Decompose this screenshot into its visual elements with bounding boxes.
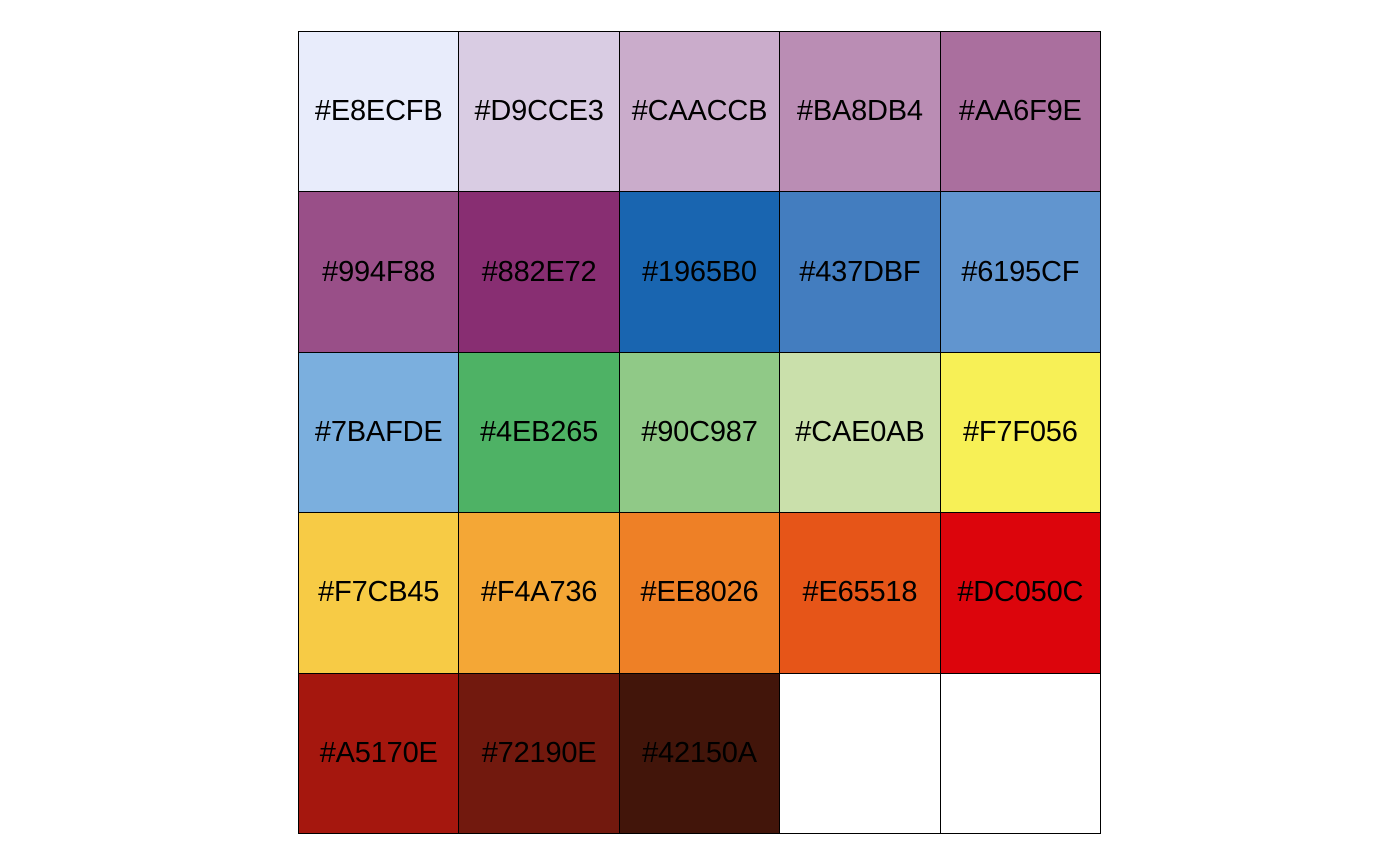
swatch-label: #90C987 [641,415,758,448]
swatch-label: #DC050C [957,576,1084,609]
color-swatch: #BA8DB4 [780,32,941,193]
swatch-label: #42150A [642,736,757,769]
swatch-label: #882E72 [481,255,597,288]
color-swatch: #D9CCE3 [459,32,620,193]
color-swatch: #CAACCB [619,32,781,193]
swatch-label: #437DBF [799,255,921,288]
color-swatch: #F7F056 [940,352,1101,514]
swatch-label: #994F88 [322,255,436,288]
swatch-label: #F7F056 [962,415,1078,448]
color-swatch: #1965B0 [619,192,781,353]
color-swatch: #6195CF [940,192,1101,353]
swatch-label: #BA8DB4 [796,95,923,128]
swatch-label: #A5170E [319,736,438,769]
swatch-label: #4EB265 [480,415,599,448]
swatch-label: #E65518 [802,576,918,609]
color-swatch: #A5170E [299,673,460,834]
color-swatch: #42150A [619,673,781,834]
color-swatch [940,673,1101,834]
color-swatch: #E65518 [780,513,941,674]
color-swatch: #CAE0AB [780,352,941,514]
swatch-label: #72190E [481,736,597,769]
color-swatch: #7BAFDE [299,352,460,514]
color-swatch: #F7CB45 [299,513,460,674]
color-swatch [780,673,941,834]
color-swatch: #882E72 [459,192,620,353]
swatch-label: #F4A736 [480,576,598,609]
color-swatch: #994F88 [299,192,460,353]
color-swatch: #72190E [459,673,620,834]
color-swatch: #90C987 [619,352,781,514]
palette-grid: #E8ECFB #D9CCE3 #CAACCB #BA8DB4 #AA6F9E #994F… [298,31,1101,834]
swatch-label: #CAACCB [631,95,768,128]
color-swatch: #437DBF [780,192,941,353]
color-swatch: #DC050C [940,513,1101,674]
color-swatch: #AA6F9E [940,32,1101,193]
swatch-label: #1965B0 [642,255,757,288]
swatch-label: #E8ECFB [314,95,443,128]
swatch-label: #D9CCE3 [474,95,604,128]
swatch-label: #F7CB45 [318,576,440,609]
swatch-label: #EE8026 [640,576,759,609]
color-swatch: #4EB265 [459,352,620,514]
swatch-label: #6195CF [961,255,1080,288]
swatch-label: #7BAFDE [314,415,443,448]
swatch-label: #CAE0AB [795,415,925,448]
color-swatch: #E8ECFB [299,32,460,193]
swatch-label: #AA6F9E [958,95,1082,128]
color-swatch: #F4A736 [459,513,620,674]
color-swatch: #EE8026 [619,513,781,674]
